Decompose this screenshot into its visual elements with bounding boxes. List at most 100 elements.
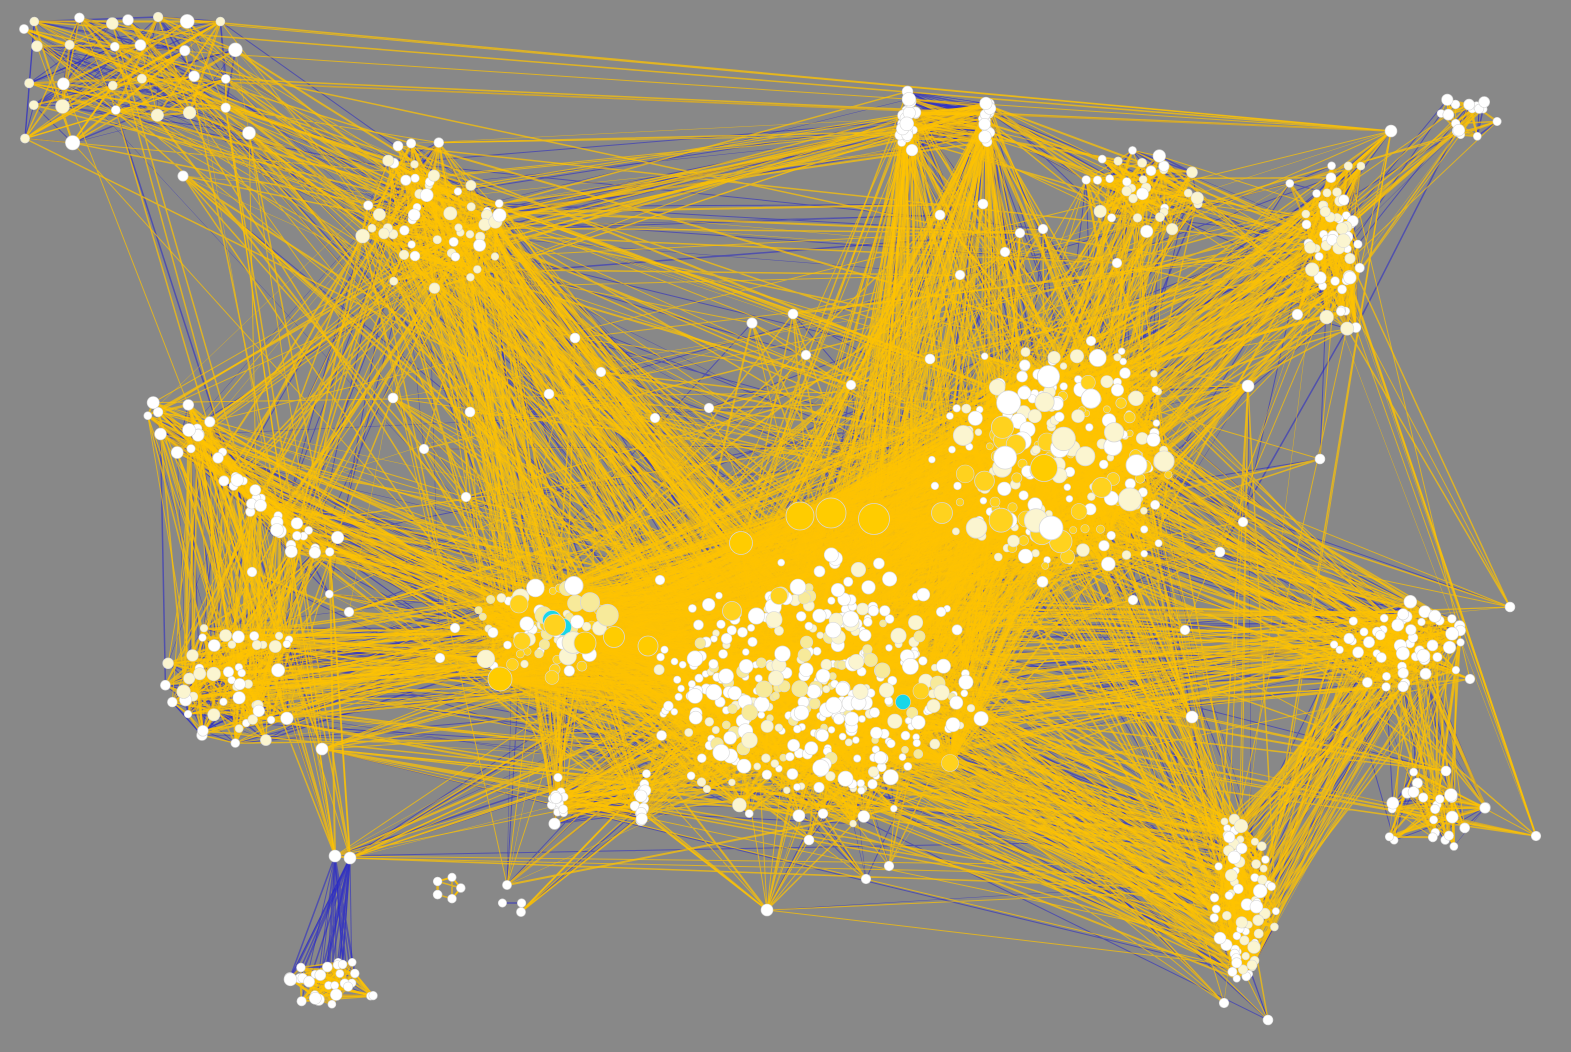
graph-node[interactable] — [988, 507, 1014, 533]
graph-node[interactable] — [853, 754, 862, 763]
graph-node[interactable] — [237, 668, 246, 678]
graph-node[interactable] — [183, 672, 196, 685]
peripheral-node[interactable] — [703, 402, 715, 414]
graph-node[interactable] — [548, 817, 561, 830]
graph-node[interactable] — [1121, 185, 1132, 197]
graph-node[interactable] — [874, 662, 891, 679]
graph-node[interactable] — [827, 726, 836, 734]
graph-node[interactable] — [465, 230, 475, 239]
graph-node[interactable] — [1319, 310, 1334, 325]
graph-node[interactable] — [1183, 188, 1193, 198]
graph-node[interactable] — [723, 730, 738, 745]
graph-node[interactable] — [1080, 388, 1102, 409]
graph-node[interactable] — [1363, 636, 1375, 649]
graph-node[interactable] — [447, 893, 457, 904]
graph-node[interactable] — [478, 612, 487, 621]
graph-node[interactable] — [111, 105, 121, 115]
graph-node[interactable] — [885, 644, 893, 652]
graph-node[interactable] — [899, 116, 914, 132]
graph-node[interactable] — [991, 415, 1015, 439]
graph-node[interactable] — [948, 445, 956, 454]
graph-node[interactable] — [153, 11, 164, 23]
graph-node[interactable] — [961, 403, 972, 414]
graph-node[interactable] — [867, 605, 880, 617]
graph-node[interactable] — [219, 629, 232, 642]
graph-node[interactable] — [55, 99, 70, 114]
graph-node[interactable] — [1253, 928, 1264, 939]
graph-node[interactable] — [856, 602, 869, 616]
graph-node[interactable] — [1018, 490, 1029, 501]
graph-node[interactable] — [143, 411, 153, 421]
graph-node[interactable] — [1225, 868, 1238, 882]
graph-node[interactable] — [267, 715, 276, 725]
graph-node[interactable] — [65, 135, 81, 151]
graph-node[interactable] — [1362, 677, 1373, 688]
graph-node[interactable] — [146, 396, 160, 409]
graph-node[interactable] — [634, 789, 648, 803]
graph-node[interactable] — [1376, 652, 1387, 663]
peripheral-node[interactable] — [1037, 223, 1049, 235]
graph-node[interactable] — [106, 17, 119, 30]
nodes-layer[interactable] — [19, 11, 1542, 1026]
graph-node[interactable] — [843, 576, 854, 587]
graph-node[interactable] — [20, 133, 30, 144]
graph-node[interactable] — [150, 108, 164, 122]
graph-node[interactable] — [1113, 353, 1122, 362]
graph-node[interactable] — [212, 452, 224, 464]
graph-node[interactable] — [199, 624, 209, 633]
graph-node[interactable] — [1445, 810, 1459, 824]
graph-node[interactable] — [1100, 375, 1114, 388]
graph-node[interactable] — [949, 695, 964, 710]
graph-node[interactable] — [955, 464, 975, 484]
graph-node[interactable] — [978, 117, 991, 131]
graph-node[interactable] — [1441, 93, 1454, 106]
graph-node[interactable] — [697, 753, 707, 763]
graph-node[interactable] — [989, 496, 1001, 508]
graph-node[interactable] — [1136, 187, 1149, 201]
graph-node[interactable] — [1259, 864, 1268, 873]
graph-node[interactable] — [1427, 832, 1438, 843]
graph-node[interactable] — [1343, 161, 1353, 171]
peripheral-node[interactable] — [122, 14, 134, 26]
graph-node[interactable] — [797, 648, 812, 662]
graph-node[interactable] — [817, 808, 829, 819]
graph-node[interactable] — [1312, 189, 1321, 198]
graph-node[interactable] — [252, 704, 265, 718]
graph-node[interactable] — [538, 638, 550, 650]
graph-node[interactable] — [1234, 818, 1249, 833]
peripheral-node[interactable] — [19, 24, 29, 34]
graph-node[interactable] — [913, 749, 924, 759]
graph-node[interactable] — [804, 741, 819, 756]
graph-node[interactable] — [486, 594, 496, 604]
graph-node[interactable] — [980, 352, 989, 360]
graph-node[interactable] — [1107, 213, 1116, 223]
graph-node[interactable] — [928, 455, 936, 464]
peripheral-node[interactable] — [543, 388, 555, 400]
graph-node[interactable] — [1409, 767, 1418, 777]
graph-node[interactable] — [419, 188, 434, 202]
graph-node[interactable] — [1259, 907, 1271, 920]
graph-node[interactable] — [1070, 503, 1088, 520]
graph-node[interactable] — [903, 762, 913, 771]
graph-node[interactable] — [1151, 385, 1160, 394]
graph-node[interactable] — [1418, 792, 1429, 803]
graph-node[interactable] — [1417, 617, 1426, 627]
graph-node[interactable] — [1105, 174, 1114, 183]
peripheral-node[interactable] — [177, 170, 189, 182]
graph-node[interactable] — [813, 565, 826, 578]
graph-node[interactable] — [247, 714, 258, 725]
graph-node[interactable] — [747, 607, 765, 625]
graph-node[interactable] — [688, 680, 696, 688]
graph-node[interactable] — [474, 606, 483, 615]
graph-node[interactable] — [792, 809, 806, 823]
graph-node[interactable] — [786, 768, 799, 780]
hub-node[interactable] — [912, 682, 930, 700]
peripheral-node[interactable] — [1214, 546, 1226, 558]
graph-node[interactable] — [1123, 411, 1136, 424]
graph-node[interactable] — [635, 812, 648, 825]
graph-node[interactable] — [1071, 409, 1085, 423]
hub-node[interactable] — [941, 754, 959, 772]
peripheral-node[interactable] — [860, 873, 872, 885]
graph-node[interactable] — [858, 628, 872, 642]
bridge-node[interactable] — [242, 126, 256, 140]
